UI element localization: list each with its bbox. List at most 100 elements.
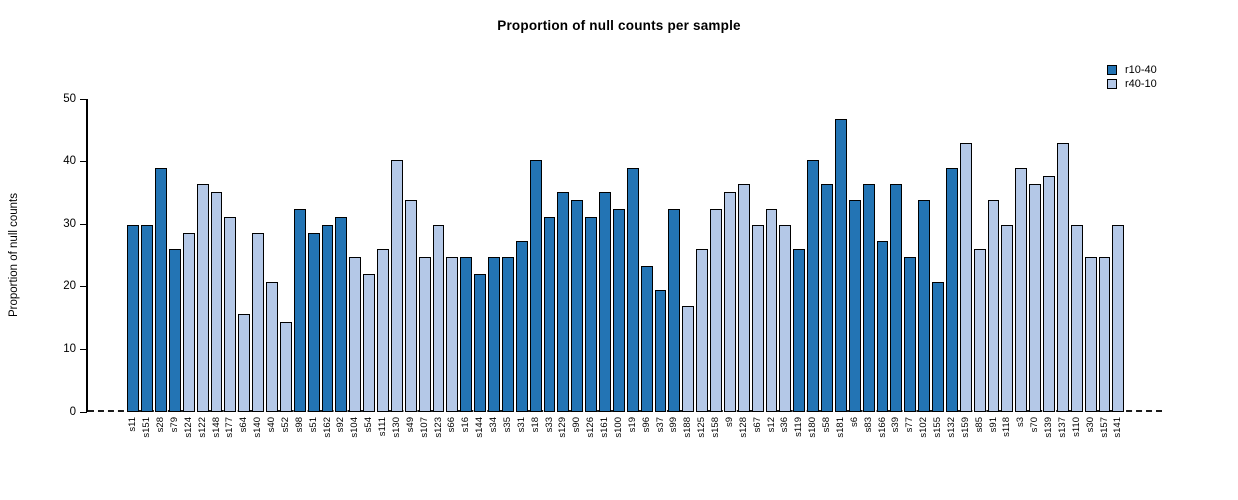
x-tick-label-s104: s104: [349, 417, 361, 438]
y-tick-mark: [80, 161, 87, 163]
x-tick-label-s110: s110: [1070, 417, 1082, 437]
x-tick-label-s30: s30: [1084, 417, 1096, 433]
bar-s98: [293, 208, 306, 412]
x-tick-label-s181: s181: [834, 417, 846, 438]
x-tick-label-s54: s54: [363, 417, 375, 433]
x-tick-label-s67: s67: [751, 417, 763, 433]
bar-s111: [377, 249, 389, 412]
x-tick-label-s126: s126: [585, 417, 597, 438]
x-tick-label-s52: s52: [279, 417, 291, 433]
y-tick-mark: [80, 348, 87, 351]
x-tick-label-s12: s12: [765, 417, 777, 433]
bar-s91: [987, 200, 1000, 412]
bar-s54: [363, 273, 376, 412]
x-tick-label-s188: s188: [682, 417, 694, 438]
bar-s102: [918, 200, 931, 412]
legend-swatch-r10-40: [1107, 65, 1117, 75]
bar-s126: [585, 216, 598, 412]
bar-s158: [710, 208, 722, 412]
x-tick-label-s28: s28: [155, 417, 166, 433]
x-tick-label-s9: s9: [723, 417, 735, 428]
x-tick-label-s177: s177: [224, 417, 236, 438]
bar-s19: [626, 167, 639, 412]
bar-s49: [404, 200, 417, 412]
bar-s118: [1001, 224, 1014, 412]
x-tick-label-s49: s49: [404, 417, 416, 433]
x-tick-label-s132: s132: [945, 417, 957, 438]
x-tick-label-s124: s124: [182, 417, 194, 438]
x-tick-label-s34: s34: [488, 417, 499, 433]
bar-s162: [321, 224, 334, 412]
bar-s100: [612, 208, 625, 412]
bar-s155: [932, 281, 944, 412]
x-tick-label-s35: s35: [501, 417, 513, 433]
x-tick-label-s162: s162: [321, 417, 333, 438]
bar-s3: [1015, 167, 1028, 412]
legend-label-r10-40: r10-40: [1125, 63, 1157, 76]
legend-label-r40-10: r40-10: [1125, 77, 1157, 90]
bar-s83: [862, 184, 875, 412]
x-tick-label-s3: s3: [1015, 417, 1027, 428]
y-tick-mark: [80, 98, 87, 100]
bar-s6: [848, 200, 861, 412]
x-tick-label-s166: s166: [876, 417, 888, 438]
x-tick-label-s16: s16: [460, 417, 472, 433]
x-tick-label-s64: s64: [238, 417, 250, 433]
x-tick-label-s19: s19: [626, 417, 638, 433]
y-axis-line: [86, 99, 88, 412]
x-tick-label-s130: s130: [390, 417, 402, 438]
chart-title: Proportion of null counts per sample: [497, 18, 741, 33]
bar-s148: [210, 192, 223, 412]
bar-s34: [488, 257, 500, 412]
x-tick-label-s180: s180: [807, 417, 819, 438]
bar-s96: [640, 265, 653, 412]
bar-s58: [821, 184, 833, 412]
bar-s157: [1098, 257, 1111, 412]
x-tick-label-s140: s140: [252, 417, 264, 438]
x-tick-label-s39: s39: [890, 417, 902, 433]
x-tick-label-s155: s155: [932, 417, 943, 438]
y-tick-label: 0: [69, 405, 76, 418]
bar-s177: [224, 216, 237, 412]
x-tick-label-s92: s92: [335, 417, 347, 433]
x-tick-label-s137: s137: [1056, 417, 1068, 438]
bar-s122: [196, 184, 209, 412]
x-tick-label-s100: s100: [612, 417, 624, 438]
bar-s123: [432, 224, 445, 412]
legend: r10-40 r40-10: [1107, 63, 1157, 91]
y-tick-mark: [80, 223, 87, 225]
bar-s39: [890, 184, 903, 412]
bar-s66: [446, 257, 459, 412]
x-tick-label-s122: s122: [196, 417, 208, 438]
x-tick-label-s107: s107: [418, 417, 430, 438]
bar-s31: [515, 241, 528, 412]
y-tick-mark: [80, 411, 87, 413]
x-tick-label-s123: s123: [432, 417, 444, 438]
x-tick-label-s111: s111: [377, 417, 388, 437]
bar-s77: [904, 257, 917, 412]
x-tick-label-s11: s11: [127, 417, 139, 432]
bar-s132: [945, 167, 958, 412]
y-tick-label: 20: [63, 280, 76, 293]
bar-s161: [599, 192, 611, 412]
bar-s151: [141, 224, 154, 412]
y-tick-label: 10: [63, 342, 76, 355]
bar-s40: [266, 281, 278, 412]
x-tick-label-s99: s99: [668, 417, 680, 433]
bar-s188: [682, 306, 695, 412]
x-tick-label-s159: s159: [959, 417, 971, 438]
x-tick-label-s119: s119: [793, 417, 805, 437]
bar-s35: [501, 257, 514, 412]
x-tick-label-s129: s129: [557, 417, 569, 438]
x-tick-label-s66: s66: [446, 417, 458, 433]
legend-swatch-r40-10: [1107, 79, 1117, 89]
bar-s137: [1056, 143, 1069, 412]
x-tick-label-s161: s161: [599, 417, 610, 438]
bar-s140: [252, 232, 265, 412]
bar-s16: [460, 257, 473, 412]
bar-s129: [557, 192, 570, 412]
x-tick-label-s148: s148: [210, 417, 222, 438]
x-tick-label-s118: s118: [1001, 417, 1013, 437]
x-tick-label-s157: s157: [1098, 417, 1110, 438]
bar-s110: [1070, 224, 1083, 412]
